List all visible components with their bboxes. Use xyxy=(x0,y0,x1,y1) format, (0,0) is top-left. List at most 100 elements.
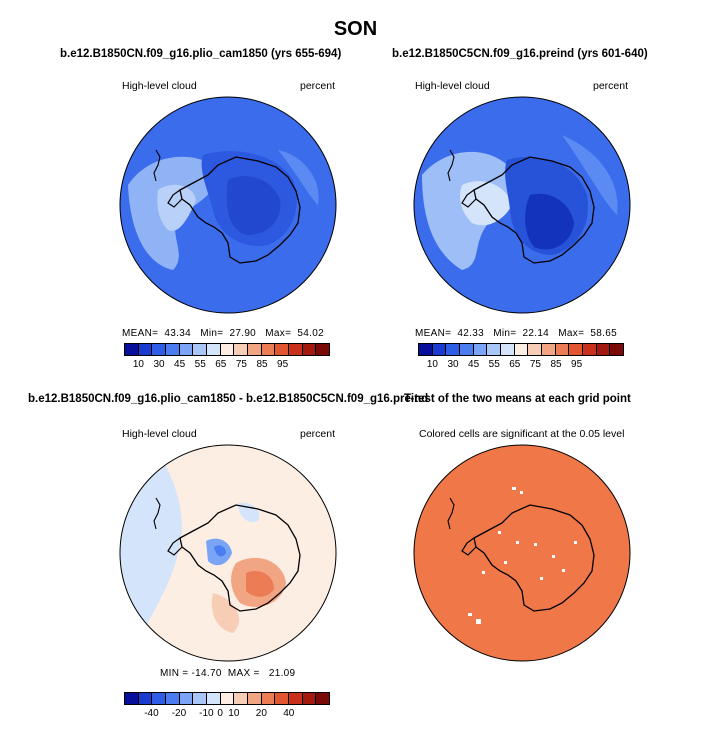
colorbar-tick-label: 10 xyxy=(132,359,144,370)
colorbar-cell xyxy=(316,693,330,704)
panel-variable-bottom-left: High-level cloud xyxy=(122,428,197,440)
stats-top-left: MEAN= 43.34 Min= 27.90 Max= 54.02 xyxy=(122,328,324,339)
panel-variable-top-left: High-level cloud xyxy=(122,80,197,92)
colorbar-cell xyxy=(555,344,570,355)
ttest-significant-area xyxy=(414,445,630,661)
colorbar-cell xyxy=(261,693,276,704)
colorbar-tick-label: 55 xyxy=(194,359,206,370)
colorbar-cell xyxy=(289,344,303,355)
colorbar-cell xyxy=(152,693,167,704)
colorbar-cell xyxy=(248,344,262,355)
panel-case-title-bottom-left: b.e12.B1850CN.f09_g16.plio_cam1850 - b.e… xyxy=(28,393,429,405)
colorbar-tick-label: 30 xyxy=(447,359,459,370)
colorbar-bottom-left xyxy=(124,692,330,705)
panel-case-title-bottom-right: T-test of the two means at each grid poi… xyxy=(404,393,631,405)
antarctica-coastline-bottom-right xyxy=(473,504,595,612)
colorbar-cell xyxy=(487,344,502,355)
colorbar-cell xyxy=(289,693,303,704)
peninsula-coastline-top-right xyxy=(461,189,477,208)
polar-map-bottom-left xyxy=(119,444,337,662)
colorbar-cell xyxy=(569,344,584,355)
colorbar-cell xyxy=(316,344,330,355)
colorbar-tick-label: 95 xyxy=(571,359,583,370)
polar-map-bottom-right xyxy=(413,444,631,662)
colorbar-cell xyxy=(501,344,515,355)
cloud-region-pale-top-right xyxy=(460,181,512,226)
colorbar-tick-label: 10 xyxy=(426,359,438,370)
diff-region-peach xyxy=(211,593,240,633)
nonsignificant-cell xyxy=(552,555,555,558)
cloud-region-light-east-top-right xyxy=(562,135,618,215)
colorbar-cell xyxy=(234,693,249,704)
map-border-bottom-left xyxy=(119,444,337,662)
stats-top-right: MEAN= 42.33 Min= 22.14 Max= 58.65 xyxy=(415,328,617,339)
polar-map-top-left xyxy=(119,96,337,314)
colorbar-cell xyxy=(207,344,221,355)
colorbar-cell xyxy=(610,344,624,355)
cloud-region-dark-top-left xyxy=(226,176,281,235)
nonsignificant-cell xyxy=(574,541,577,544)
nonsignificant-cell xyxy=(482,571,485,574)
panel-units-top-right: percent xyxy=(593,80,629,92)
colorbar-tick-label: 10 xyxy=(228,708,240,719)
map-border-top-right xyxy=(413,96,631,314)
colorbar-top-right xyxy=(418,343,624,356)
panel-note-bottom-right: Colored cells are significant at the 0.0… xyxy=(419,428,625,440)
cloud-region-dark-top-right xyxy=(525,193,574,250)
map-border-bottom-right xyxy=(413,444,631,662)
colorbar-tick-label: 95 xyxy=(277,359,289,370)
colorbar-cell xyxy=(138,344,153,355)
nonsignificant-cell xyxy=(540,577,543,580)
panel-units-bottom-left: percent xyxy=(300,428,336,440)
colorbar-cell xyxy=(302,693,317,704)
antarctica-coastline-top-left xyxy=(179,156,301,264)
colorbar-tick-label: -40 xyxy=(144,708,159,719)
colorbar-tick-label: 45 xyxy=(468,359,480,370)
south-america-coastline-bottom-right xyxy=(447,497,455,530)
panel-case-title-top-left: b.e12.B1850CN.f09_g16.plio_cam1850 (yrs … xyxy=(60,48,342,60)
map-border-top-left xyxy=(119,96,337,314)
south-america-coastline-top-right xyxy=(447,149,455,182)
stats-bottom-left: MIN = -14.70 MAX = 21.09 xyxy=(160,668,296,679)
colorbar-cell xyxy=(261,344,276,355)
colorbar-cell xyxy=(302,344,317,355)
colorbar-tick-label: 65 xyxy=(215,359,227,370)
colorbar-cell xyxy=(460,344,474,355)
peninsula-coastline-bottom-right xyxy=(461,537,477,556)
colorbar-cell xyxy=(193,344,208,355)
colorbar-cell xyxy=(432,344,447,355)
colorbar-tick-label: 85 xyxy=(550,359,562,370)
colorbar-tick-label: 55 xyxy=(488,359,500,370)
cloud-region-light-east-top-left xyxy=(278,150,319,205)
nonsignificant-cell xyxy=(534,543,537,546)
nonsignificant-cell xyxy=(468,613,472,616)
colorbar-tick-label: -10 xyxy=(199,708,214,719)
colorbar-cell xyxy=(528,344,543,355)
colorbar-tick-label: 45 xyxy=(174,359,186,370)
page-title: SON xyxy=(333,18,378,40)
colorbar-tick-label: 75 xyxy=(529,359,541,370)
colorbar-tick-label: 0 xyxy=(217,708,223,719)
colorbar-cell xyxy=(419,344,433,355)
colorbar-cell xyxy=(152,344,167,355)
colorbar-tick-label: 85 xyxy=(256,359,268,370)
colorbar-cell xyxy=(275,693,290,704)
nonsignificant-cell xyxy=(476,619,481,624)
colorbar-cell xyxy=(583,344,597,355)
colorbar-cell xyxy=(275,344,290,355)
colorbar-tick-label: 65 xyxy=(509,359,521,370)
colorbar-cell xyxy=(166,344,180,355)
colorbar-cell xyxy=(248,693,262,704)
colorbar-tick-label: 30 xyxy=(153,359,165,370)
colorbar-cell xyxy=(125,344,139,355)
colorbar-cell xyxy=(193,693,208,704)
nonsignificant-cell xyxy=(512,487,516,490)
peninsula-coastline-top-left xyxy=(167,189,183,208)
colorbar-cell xyxy=(179,344,194,355)
antarctica-coastline-top-right xyxy=(473,156,595,264)
antarctica-coastline-bottom-left xyxy=(179,504,301,612)
nonsignificant-cell xyxy=(498,531,501,534)
colorbar-tick-label: -20 xyxy=(171,708,187,719)
colorbar-cell xyxy=(473,344,488,355)
panel-variable-top-right: High-level cloud xyxy=(415,80,490,92)
